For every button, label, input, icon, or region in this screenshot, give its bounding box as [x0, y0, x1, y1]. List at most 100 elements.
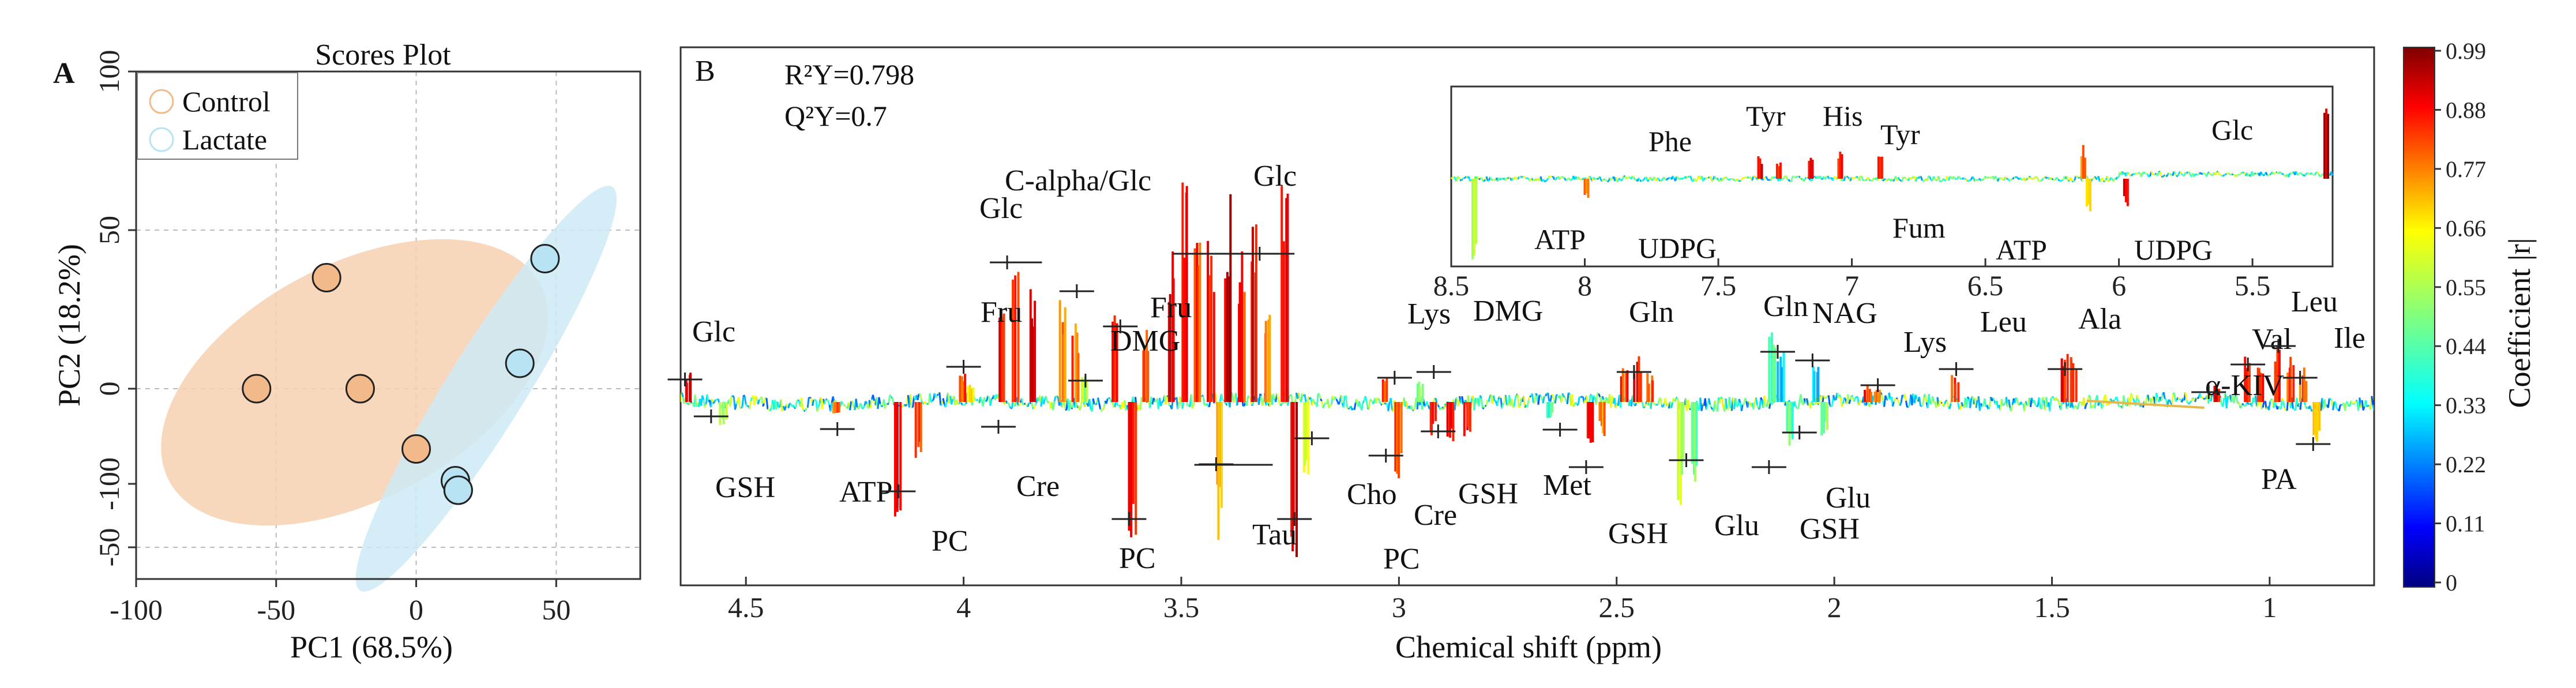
inset-segment	[1984, 175, 1987, 179]
spectrum-segment	[2243, 404, 2245, 407]
inset-segment	[2184, 171, 2187, 174]
inset-annotation-label: Fum	[1892, 212, 1946, 244]
spectrum-segment	[806, 397, 810, 408]
spectrum-segment	[2362, 406, 2365, 411]
spectrum-segment	[1375, 397, 1379, 404]
annotation-label: Met	[1543, 469, 1591, 502]
spectrum-segment	[902, 405, 904, 408]
spectrum-segment	[769, 407, 772, 412]
inset-segment	[2316, 171, 2320, 175]
spectrum-segment	[1800, 394, 1803, 403]
inset-segment	[1478, 178, 1481, 181]
inset-annotation-label: UDPG	[2134, 234, 2213, 266]
annotation-label: Ile	[2334, 322, 2365, 355]
inset-segment	[1804, 176, 1807, 180]
inset-segment	[2000, 177, 2002, 179]
annotation-label: Ala	[2078, 303, 2121, 336]
inset-segment	[1774, 176, 1777, 179]
spectrum-segment	[2131, 396, 2134, 400]
spectrum-segment	[1436, 401, 1439, 405]
annotation-label: Gln	[1763, 290, 1808, 323]
spectrum-segment	[1437, 404, 1440, 408]
spectrum-segment	[2281, 397, 2285, 402]
spectrum-segment	[1277, 398, 1281, 403]
inset-segment	[2019, 177, 2023, 181]
inset-segment	[1988, 176, 1991, 179]
spectrum-segment	[2076, 403, 2080, 409]
spectrum-segment	[1353, 403, 1357, 411]
inset-segment	[1711, 179, 1714, 182]
inset-segment	[2076, 175, 2079, 179]
spectrum-segment	[1554, 394, 1557, 404]
inset-segment	[2265, 171, 2268, 176]
spectrum-segment	[738, 397, 741, 409]
legend-label-control: Control	[182, 85, 271, 118]
spectrum-segment	[951, 398, 954, 405]
inset-segment	[2115, 176, 2119, 180]
spectrum-segment	[1312, 398, 1316, 404]
spectrum-segment	[2332, 401, 2335, 411]
inset-segment	[2037, 179, 2040, 182]
shift-tick-label: 1	[2262, 591, 2277, 623]
legend-swatch-lactate	[149, 127, 174, 152]
spectrum-segment	[1177, 402, 1180, 410]
spectrum-segment	[1756, 405, 1759, 409]
colorbar-ticks: 0.99 0.88 0.77 0.66 0.55 0.44 0.33 0.22 0.11 0	[2435, 38, 2486, 596]
inset-segment	[1832, 177, 1835, 181]
spectrum-segment	[1655, 403, 1657, 406]
spectrum-segment	[1108, 397, 1111, 400]
spectrum-segment	[2040, 397, 2044, 409]
x-tick-label: 50	[542, 593, 570, 626]
spectrum-segment	[2327, 398, 2330, 408]
spectrum-segment	[1154, 399, 1157, 403]
spectrum-segment	[2366, 405, 2369, 408]
spectrum-segment	[2049, 397, 2052, 412]
inset-segment	[2186, 171, 2189, 174]
spectrum-segment	[2177, 397, 2180, 400]
inset-segment	[1819, 175, 1823, 179]
inset-segment	[2224, 173, 2226, 176]
spectrum-segment	[2172, 392, 2176, 395]
inset-segment	[1920, 176, 1923, 181]
inset-segment	[2146, 172, 2148, 175]
spectrum-segment	[1830, 404, 1833, 408]
inset-segment	[2312, 174, 2314, 176]
inset-segment	[1762, 178, 1764, 181]
inset-segment	[1910, 177, 1913, 180]
spectrum-segment	[827, 400, 831, 405]
inset-segment	[2130, 174, 2134, 176]
spectrum-segment	[2235, 396, 2239, 404]
inset-segment	[1864, 179, 1866, 182]
spectrum-segment	[787, 403, 791, 409]
spectrum-segment	[2186, 400, 2189, 404]
ellipse-lactate	[355, 186, 617, 592]
spectrum-segment	[1539, 395, 1543, 399]
spectrum-segment	[1257, 393, 1261, 405]
spectrum-segment	[1734, 397, 1738, 407]
inset-segment	[2056, 176, 2059, 180]
spectrum-segment	[1755, 397, 1758, 405]
spectrum-segment	[1190, 394, 1193, 409]
spectrum-segment	[1480, 398, 1484, 409]
spectrum-segment	[1643, 406, 1646, 409]
inset-segment	[2207, 171, 2210, 174]
spectrum-segment	[1871, 395, 1875, 405]
inset-segment	[2132, 173, 2134, 175]
spectrum-segment	[1981, 404, 1984, 407]
inset-segment	[2004, 176, 2007, 180]
inset-segment	[1610, 178, 1613, 181]
spectrum-segment	[1725, 398, 1728, 410]
spectrum-segment	[2074, 405, 2078, 408]
spectrum-segment	[1518, 405, 1521, 409]
spectrum-segment	[732, 395, 735, 398]
inset-segment	[1521, 176, 1523, 178]
inset-segment	[1751, 176, 1755, 181]
spectrum-segment	[2220, 397, 2223, 405]
spectrum-segment	[1384, 402, 1387, 405]
inset-segment	[2195, 173, 2197, 176]
spectrum-segment	[1513, 398, 1516, 407]
inset-segment	[1987, 176, 1989, 179]
inset-segment	[1561, 175, 1564, 178]
r2y-stat: R²Y=0.798	[784, 58, 914, 91]
inset-segment	[1638, 177, 1641, 181]
